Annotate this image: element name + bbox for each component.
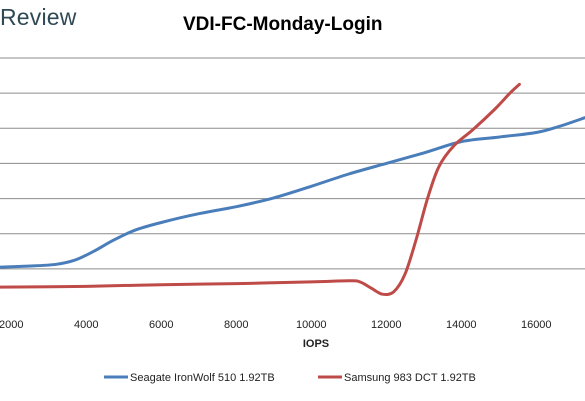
x-tick-label: 4000 <box>74 319 98 331</box>
x-tick-label: 6000 <box>149 319 173 331</box>
brand-logo-text: Review <box>0 4 77 30</box>
x-tick-label: 8000 <box>224 319 248 331</box>
x-tick-label: 2000 <box>0 319 23 331</box>
legend-label: Seagate IronWolf 510 1.92TB <box>130 372 275 384</box>
x-tick-label: 14000 <box>446 319 477 331</box>
series-line-0 <box>0 116 585 269</box>
x-tick-label: 12000 <box>371 319 402 331</box>
x-tick-label: 16000 <box>521 319 552 331</box>
x-tick-labels: 2000 4000 6000 8000 10000 12000 14000 16000 <box>0 319 552 331</box>
legend: Seagate IronWolf 510 1.92TB Samsung 983 D… <box>104 372 476 384</box>
gridlines <box>0 57 585 270</box>
legend-label: Samsung 983 DCT 1.92TB <box>344 372 476 384</box>
series-line-1 <box>0 82 521 296</box>
series-lines <box>0 82 585 296</box>
x-axis-label: IOPS <box>303 338 329 350</box>
chart-title: VDI-FC-Monday-Login <box>183 14 383 35</box>
x-tick-label: 10000 <box>296 319 327 331</box>
